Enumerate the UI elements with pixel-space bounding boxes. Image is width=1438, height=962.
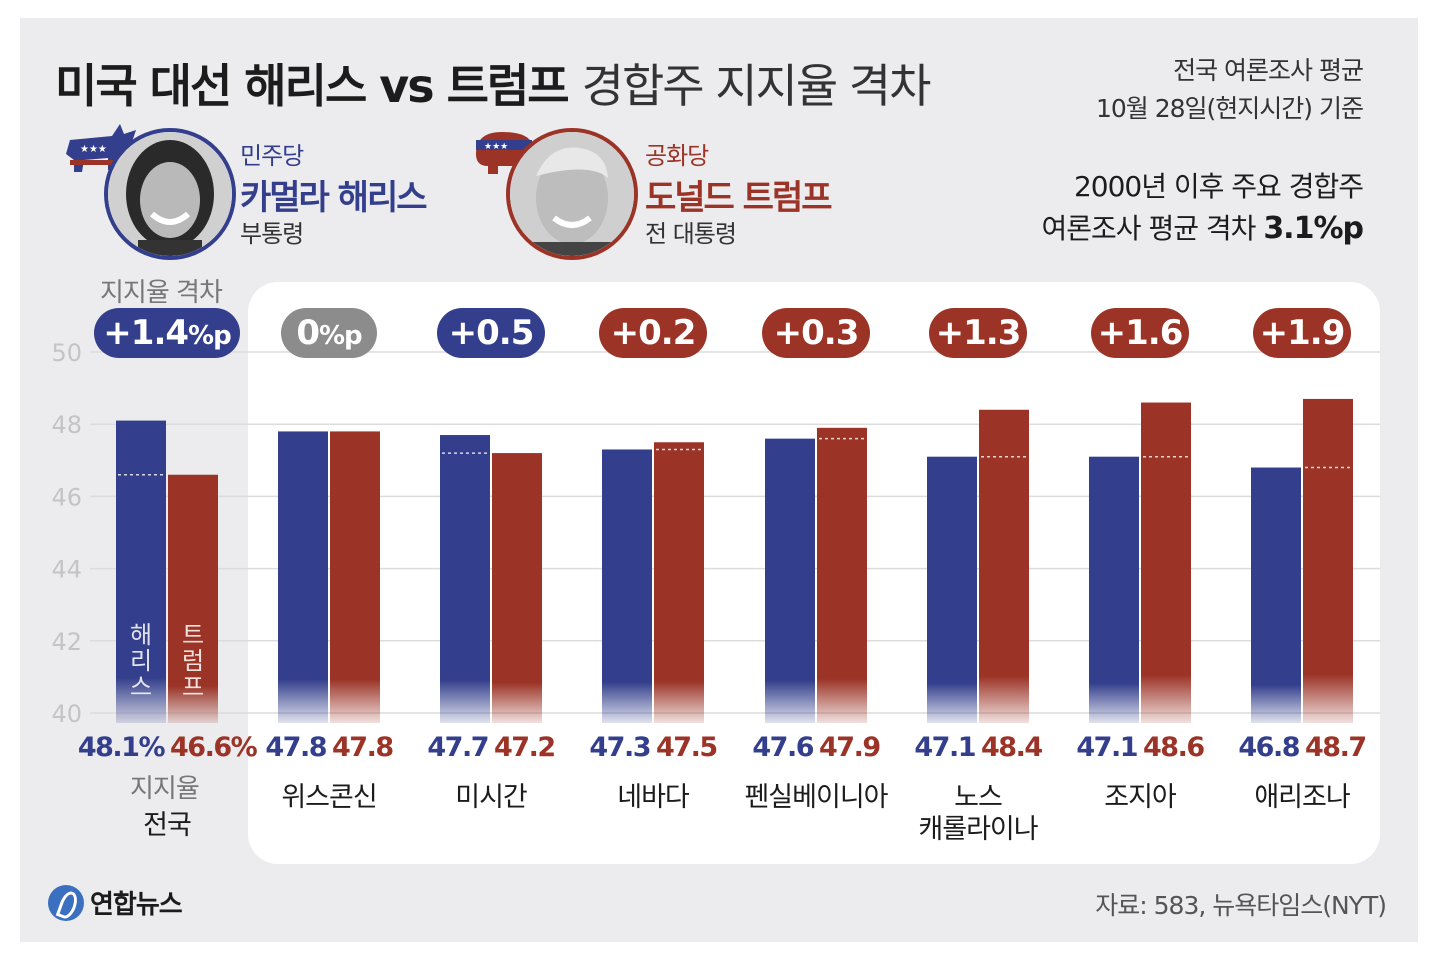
gap-value: +1.6: [1097, 313, 1184, 353]
y-tick-label: 40: [51, 700, 82, 728]
trump-value-label: 48.6: [1143, 732, 1205, 763]
harris-bar: [278, 431, 328, 723]
y-tick-label: 44: [51, 556, 82, 584]
trump-value-label: 47.2: [494, 732, 556, 763]
source-note: 자료: 583, 뉴욕타임스(NYT): [1095, 891, 1387, 920]
gap-badge: +1.9: [1253, 308, 1351, 358]
y-tick-label: 42: [51, 628, 82, 656]
trump-value-label: 47.5: [656, 732, 718, 763]
trump-bar: [330, 431, 380, 723]
svg-text:★★★: ★★★: [80, 144, 107, 155]
harris-bar: [440, 435, 490, 723]
category-label: 노스 캐롤라이나: [918, 782, 1038, 845]
survey-basis: 전국 여론조사 평균 10월 28일(현지시간) 기준: [1095, 52, 1364, 128]
harris-bar: [1251, 467, 1301, 723]
svg-text:★★★: ★★★: [484, 142, 508, 152]
trump-value-label: 46.6%: [170, 732, 258, 763]
trump-photo: [506, 128, 638, 260]
gap-value: +0.2: [610, 313, 697, 353]
trump-party: 공화당: [645, 142, 709, 170]
yonhap-logo-text: 연합뉴스: [90, 890, 183, 920]
harris-value-label: 47.6: [752, 732, 814, 763]
gap-badge: +0.2: [599, 308, 707, 358]
harris-value-label: 48.1%: [77, 732, 166, 763]
survey-basis-line2: 10월 28일(현지시간) 기준: [1095, 94, 1364, 123]
support-caption: 지지율: [130, 774, 200, 804]
yonhap-logo-icon: [48, 884, 84, 921]
yonhap-logo: 연합뉴스: [48, 884, 183, 921]
gap-caption: 지지율 격차: [100, 278, 223, 308]
trump-bar-label: 트 럼 프: [181, 621, 205, 701]
trump-value-label: 47.9: [819, 732, 881, 763]
harris-value-label: 47.1: [914, 732, 976, 763]
trump-value-label: 48.4: [981, 732, 1043, 763]
gap-badge: 0%p: [281, 308, 377, 358]
gap-badge: +1.6: [1091, 308, 1189, 358]
y-tick-label: 46: [51, 483, 82, 511]
trump-value-label: 48.7: [1305, 732, 1367, 763]
trump-role: 전 대통령: [645, 220, 737, 248]
democrat-donkey-icon: ★★★: [66, 124, 136, 172]
category-label: 위스콘신: [281, 782, 377, 813]
gap-value: 0: [296, 313, 320, 353]
harris-value-label: 47.7: [427, 732, 489, 763]
trump-value-label: 47.8: [332, 732, 394, 763]
harris-bar-label: 해 리 스: [129, 621, 153, 701]
category-label: 애리조나: [1254, 782, 1350, 813]
harris-name: 카멀라 해리스: [240, 178, 428, 218]
harris-value-label: 47.3: [589, 732, 651, 763]
trump-bar: [817, 427, 867, 723]
historical-note-line2: 여론조사 평균 격차: [1041, 212, 1257, 245]
category-label: 전국: [143, 810, 192, 841]
gap-value: +0.3: [773, 313, 860, 353]
gap-value: +0.5: [448, 313, 535, 353]
gap-unit: %p: [188, 321, 232, 351]
gap-value: +1.3: [935, 313, 1022, 353]
y-tick-label: 48: [51, 411, 82, 439]
gap-badge: +0.5: [437, 308, 545, 358]
trump-bar: [168, 474, 218, 723]
category-label: 조지아: [1104, 782, 1177, 813]
harris-role: 부통령: [240, 220, 304, 248]
harris-bar: [1089, 456, 1139, 723]
harris-bar: [765, 438, 815, 723]
gap-value: +1.9: [1259, 313, 1346, 353]
harris-value-label: 47.8: [265, 732, 327, 763]
trump-name: 도널드 트럼프: [645, 178, 833, 218]
gap-unit: %p: [319, 321, 363, 351]
harris-bar: [116, 420, 166, 723]
category-label: 미시간: [455, 782, 528, 813]
historical-note: 2000년 이후 주요 경합주 여론조사 평균 격차 3.1%p: [1041, 166, 1364, 250]
harris-value-label: 47.1: [1076, 732, 1138, 763]
harris-value-label: 46.8: [1238, 732, 1300, 763]
gap-badge: +1.3: [929, 308, 1027, 358]
harris-photo: [104, 128, 236, 260]
survey-basis-line1: 전국 여론조사 평균: [1173, 56, 1364, 85]
harris-party: 민주당: [240, 142, 304, 170]
trump-bar: [654, 442, 704, 723]
gap-badge: +0.3: [762, 308, 870, 358]
historical-note-value: 3.1%p: [1263, 211, 1364, 246]
trump-bar: [1303, 398, 1353, 723]
harris-bar: [602, 449, 652, 723]
category-label: 네바다: [617, 782, 690, 813]
title-bold: 미국 대선 해리스 vs 트럼프: [55, 59, 570, 113]
title-light: 경합주 지지율 격차: [581, 59, 932, 113]
gap-value: +1.4: [103, 313, 189, 353]
category-label: 펜실베이니아: [744, 782, 888, 813]
gap-badge: +1.4%p: [94, 308, 240, 358]
trump-bar: [979, 409, 1029, 723]
trump-bar: [492, 453, 542, 723]
harris-bar: [927, 456, 977, 723]
page-title: 미국 대선 해리스 vs 트럼프 경합주 지지율 격차: [55, 50, 932, 116]
trump-bar: [1141, 402, 1191, 723]
y-tick-label: 50: [51, 339, 82, 367]
historical-note-line1: 2000년 이후 주요 경합주: [1073, 170, 1364, 203]
